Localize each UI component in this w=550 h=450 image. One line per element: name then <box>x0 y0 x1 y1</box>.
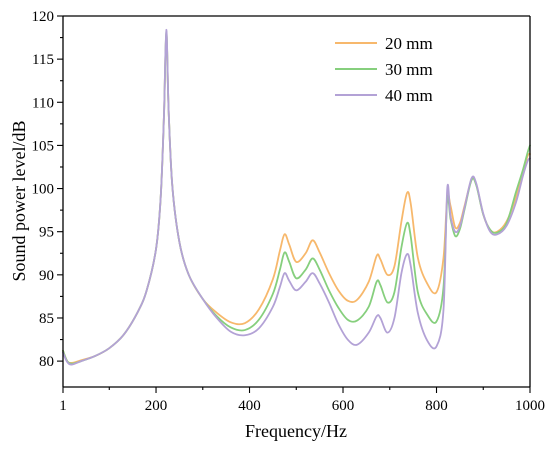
legend-label-30-mm: 30 mm <box>385 60 433 79</box>
x-tick-label-600: 600 <box>332 398 355 414</box>
y-axis-title: Sound power level/dB <box>9 121 29 282</box>
x-tick-label-1: 1 <box>59 398 67 414</box>
y-tick-label-90: 90 <box>39 268 54 284</box>
y-tick-label-120: 120 <box>32 9 55 25</box>
x-axis-title: Frequency/Hz <box>245 421 347 441</box>
y-ticks: 80 85 90 95 100 105 110 115 120 <box>32 9 63 370</box>
x-tick-label-800: 800 <box>425 398 448 414</box>
x-tick-label-200: 200 <box>145 398 168 414</box>
x-ticks: 1 200 400 600 800 1000 <box>59 387 545 414</box>
legend-label-40-mm: 40 mm <box>385 86 433 105</box>
axes-layer <box>62 15 531 388</box>
series-line-30-mm <box>62 30 531 365</box>
legend: 20 mm 30 mm 40 mm <box>335 34 433 105</box>
y-tick-label-85: 85 <box>39 311 54 327</box>
series-line-20-mm <box>62 32 531 364</box>
y-tick-label-105: 105 <box>32 138 55 154</box>
y-tick-label-110: 110 <box>32 95 54 111</box>
x-tick-label-1000: 1000 <box>515 398 545 414</box>
series-line-40-mm <box>62 28 531 366</box>
y-tick-label-115: 115 <box>32 52 54 68</box>
y-tick-label-95: 95 <box>39 225 54 241</box>
y-tick-label-100: 100 <box>32 182 55 198</box>
y-tick-label-80: 80 <box>39 354 54 370</box>
x-tick-label-400: 400 <box>238 398 261 414</box>
series-layer <box>62 28 531 366</box>
legend-label-20-mm: 20 mm <box>385 34 433 53</box>
